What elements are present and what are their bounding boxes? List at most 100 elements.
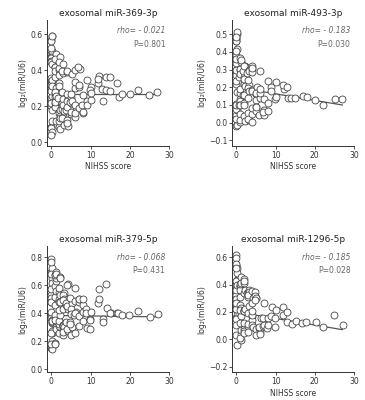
Point xyxy=(246,117,251,124)
Point xyxy=(115,80,120,86)
Point xyxy=(249,312,255,319)
Point xyxy=(241,308,247,314)
Point xyxy=(234,294,240,301)
Point xyxy=(53,117,59,124)
Point xyxy=(53,72,59,79)
Point xyxy=(49,320,55,326)
Point xyxy=(48,132,54,138)
Point xyxy=(233,122,239,129)
Point xyxy=(68,98,73,105)
Point xyxy=(49,328,54,335)
Point xyxy=(272,324,278,330)
Point xyxy=(233,81,239,87)
Point xyxy=(59,100,65,106)
Point xyxy=(69,98,74,104)
Point xyxy=(250,324,256,331)
Point xyxy=(48,345,54,351)
Point xyxy=(57,126,63,132)
Point xyxy=(115,309,121,316)
Point xyxy=(241,330,247,336)
Point xyxy=(269,304,275,310)
Point xyxy=(281,86,287,92)
Point xyxy=(147,314,153,320)
Point xyxy=(234,342,240,348)
Point xyxy=(48,80,54,86)
Point xyxy=(241,75,247,82)
Point xyxy=(238,59,243,65)
Point xyxy=(332,96,338,102)
Point xyxy=(48,50,54,57)
Point xyxy=(241,113,247,120)
Point xyxy=(234,315,239,322)
Point xyxy=(268,84,274,90)
Point xyxy=(49,48,55,54)
Point xyxy=(87,315,93,322)
Point xyxy=(233,58,239,65)
Point xyxy=(49,274,55,281)
Point xyxy=(241,102,247,108)
Point xyxy=(237,282,243,289)
Point xyxy=(61,96,66,102)
Point xyxy=(261,96,267,103)
Point xyxy=(49,61,55,67)
Point xyxy=(234,281,239,288)
Point xyxy=(75,64,81,70)
Point xyxy=(49,99,55,106)
Point xyxy=(73,285,78,292)
Point xyxy=(253,104,259,110)
Point xyxy=(56,59,62,65)
Point xyxy=(48,299,54,305)
Point xyxy=(87,317,93,324)
Point xyxy=(61,122,66,128)
Point xyxy=(49,33,55,40)
Point xyxy=(234,57,239,64)
Point xyxy=(80,109,86,115)
Point xyxy=(103,74,108,80)
Point xyxy=(57,115,63,121)
Point xyxy=(52,317,58,323)
Point xyxy=(237,98,243,104)
Point xyxy=(57,54,63,60)
Point xyxy=(261,107,267,113)
Point xyxy=(48,268,54,275)
Point xyxy=(64,98,70,104)
Point xyxy=(76,84,82,90)
Point xyxy=(284,84,290,91)
Point xyxy=(53,283,58,290)
Point xyxy=(246,67,251,74)
Point xyxy=(331,312,337,319)
Point xyxy=(76,296,81,302)
Point xyxy=(241,68,246,74)
Point xyxy=(57,106,63,113)
Point xyxy=(49,338,55,344)
Point xyxy=(233,67,239,74)
Point xyxy=(60,332,66,338)
Point xyxy=(233,332,239,338)
Y-axis label: log₂(miR/U6): log₂(miR/U6) xyxy=(19,285,28,334)
Point xyxy=(56,124,62,130)
Point xyxy=(84,77,90,84)
Point xyxy=(234,270,240,277)
Point xyxy=(100,316,105,322)
Point xyxy=(49,297,54,303)
Point xyxy=(233,279,239,286)
Point xyxy=(49,344,54,350)
Point xyxy=(273,94,279,100)
Point xyxy=(242,114,247,120)
Point xyxy=(67,319,73,326)
Point xyxy=(64,107,69,113)
Point xyxy=(61,70,66,76)
Point xyxy=(238,305,243,312)
Point xyxy=(55,95,61,101)
Point xyxy=(293,318,299,325)
Point xyxy=(135,307,141,314)
Point xyxy=(53,275,59,281)
Point xyxy=(64,91,69,97)
Y-axis label: log₂(miR/U6): log₂(miR/U6) xyxy=(197,285,206,334)
Point xyxy=(72,114,78,120)
Point xyxy=(48,294,54,301)
Point xyxy=(56,321,62,328)
Point xyxy=(96,296,102,302)
Point xyxy=(257,324,262,330)
Point xyxy=(233,37,239,44)
